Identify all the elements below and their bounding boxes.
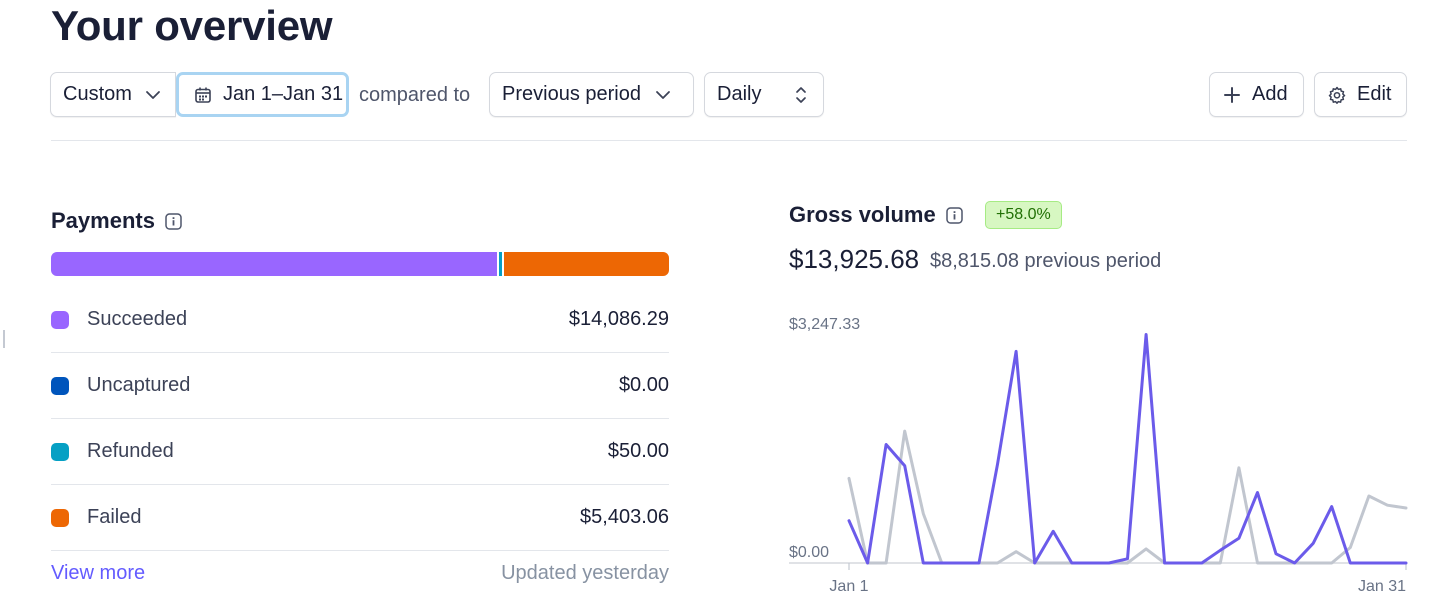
payment-label: Failed — [87, 506, 142, 528]
payments-title-text: Payments — [51, 208, 155, 233]
interval-select-label: Daily — [717, 83, 762, 105]
date-range-picker[interactable]: Jan 1–Jan 31 — [176, 72, 349, 117]
date-range-label: Jan 1–Jan 31 — [223, 83, 344, 105]
page-title: Your overview — [51, 2, 333, 49]
payment-row-succeeded[interactable]: Succeeded $14,086.29 — [51, 287, 669, 353]
chevron-down-icon — [656, 90, 670, 99]
gross-volume-title-text: Gross volume — [789, 202, 936, 227]
payment-row-refunded[interactable]: Refunded $50.00 — [51, 419, 669, 485]
gear-icon — [1328, 86, 1346, 104]
legend-swatch — [51, 442, 69, 461]
info-icon[interactable] — [945, 206, 963, 224]
chevron-up-down-icon — [796, 86, 806, 103]
edit-button[interactable]: Edit — [1314, 72, 1407, 117]
legend-swatch — [51, 508, 69, 527]
bar-segment-succeeded[interactable] — [51, 252, 497, 276]
payment-label: Uncaptured — [87, 374, 191, 396]
payment-label: Refunded — [87, 440, 174, 462]
chevron-down-icon — [146, 90, 160, 99]
compared-to-text: compared to — [359, 84, 471, 106]
legend-swatch — [51, 376, 69, 395]
gross-volume-total: $13,925.68 — [789, 244, 920, 274]
filter-toolbar: Custom Jan 1–Jan 31 compared to Previous… — [50, 72, 1407, 118]
comparison-dropdown[interactable]: Previous period — [489, 72, 694, 117]
gross-volume-chart: $3,247.33 $0.00 Jan 1 Jan 31 — [789, 316, 1408, 595]
payments-breakdown-bar — [51, 252, 669, 276]
payment-value: $0.00 — [618, 374, 669, 396]
x-tick-label: Jan 1 — [829, 578, 868, 595]
payments-title: Payments — [51, 208, 182, 234]
y-tick-label: $0.00 — [789, 544, 829, 561]
edit-button-label: Edit — [1357, 83, 1392, 105]
calendar-icon — [195, 87, 211, 103]
info-icon[interactable] — [165, 212, 182, 230]
view-more-link[interactable]: View more — [51, 562, 146, 584]
gross-volume-title: Gross volume — [789, 202, 963, 228]
bar-segment-refunded[interactable] — [496, 252, 503, 276]
gross-volume-previous: $8,815.08 previous period — [930, 250, 1162, 272]
bar-segment-failed[interactable] — [502, 252, 669, 276]
y-tick-label: $3,247.33 — [789, 316, 860, 333]
payments-list: Succeeded $14,086.29 Uncaptured $0.00 Refund… — [51, 287, 669, 551]
change-badge: +58.0% — [985, 201, 1062, 229]
range-dropdown[interactable]: Custom — [50, 72, 176, 117]
payment-row-uncaptured[interactable]: Uncaptured $0.00 — [51, 353, 669, 419]
range-dropdown-label: Custom — [63, 83, 132, 105]
toolbar-divider — [51, 140, 1407, 141]
add-button[interactable]: Add — [1209, 72, 1304, 117]
add-button-label: Add — [1252, 83, 1288, 105]
legend-swatch — [51, 310, 69, 329]
payment-label: Succeeded — [87, 308, 188, 330]
payment-row-failed[interactable]: Failed $5,403.06 — [51, 485, 669, 551]
interval-select[interactable]: Daily — [704, 72, 824, 117]
comparison-dropdown-label: Previous period — [502, 83, 641, 105]
resize-handle[interactable] — [3, 330, 5, 348]
payment-value: $5,403.06 — [580, 506, 669, 528]
current-period-line — [847, 333, 1408, 565]
x-tick-label: Jan 31 — [1358, 578, 1406, 595]
payment-value: $14,086.29 — [568, 308, 669, 330]
updated-text: Updated yesterday — [501, 562, 669, 584]
payment-value: $50.00 — [607, 440, 669, 462]
plus-icon — [1224, 86, 1240, 103]
